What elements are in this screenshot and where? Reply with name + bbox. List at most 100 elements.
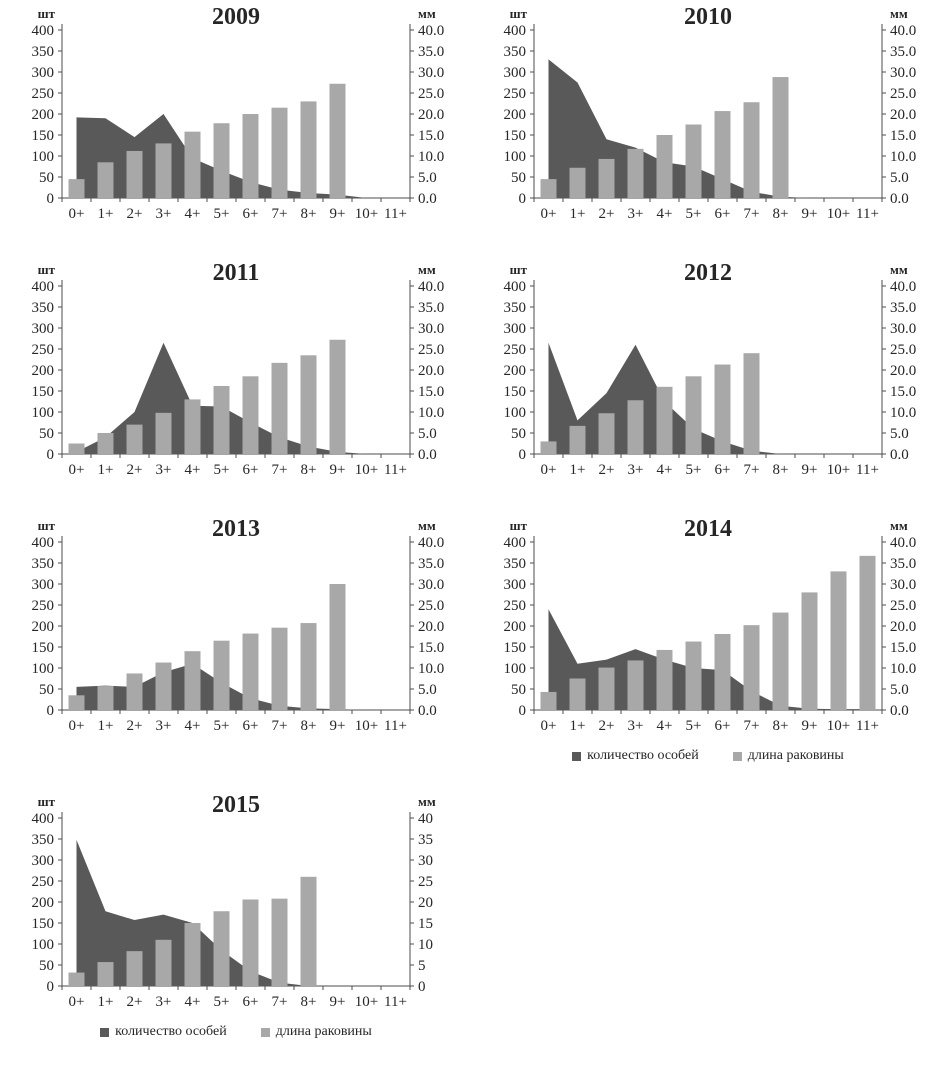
bar (97, 162, 114, 198)
chart-title: 2011 (213, 260, 260, 286)
right-axis-unit-label: мм (890, 262, 908, 277)
category-label: 8+ (773, 206, 789, 222)
left-tick-label: 350 (504, 44, 527, 60)
bar (184, 651, 201, 710)
bar (213, 385, 230, 454)
right-tick-label: 40 (418, 811, 433, 827)
left-tick-label: 300 (32, 853, 55, 869)
category-label: 3+ (628, 718, 644, 734)
left-axis-unit-label: шт (510, 262, 528, 277)
legend-item-length-series: длина раковины (732, 748, 844, 764)
bar (68, 695, 85, 710)
right-axis-unit-label: мм (418, 794, 436, 809)
right-axis: 40 35 30 25 20 15 10 5 0 (410, 811, 433, 995)
left-tick-label: 150 (504, 128, 527, 144)
bar (126, 673, 143, 710)
left-tick-label: 0 (47, 979, 55, 995)
bar-series-length (68, 339, 346, 454)
chart-2009-svg: 2009 шт мм 400 350 300 250 200 150 100 50 0 40.0 35.0… (32, 4, 445, 222)
left-tick-label: 0 (47, 191, 55, 207)
legend-swatch-icon (260, 1027, 270, 1037)
right-tick-label: 30.0 (890, 65, 916, 81)
right-axis: 40.0 35.0 30.0 25.0 20.0 15.0 10.0 5.0 0.0 (882, 23, 916, 207)
right-tick-label: 15.0 (418, 640, 444, 656)
bar-series-length (540, 77, 789, 198)
legend: количество особей длина раковины (472, 748, 944, 764)
legend-item-count-series: количество особей (100, 1024, 227, 1040)
legend-item-length-series: длина раковины (260, 1024, 372, 1040)
bar (772, 612, 789, 710)
area-series-count (548, 59, 868, 199)
bar (685, 641, 702, 710)
bar (184, 923, 201, 986)
left-tick-label: 100 (32, 937, 55, 953)
bar (97, 962, 114, 986)
bar (714, 364, 731, 454)
category-label: 6+ (243, 718, 259, 734)
bar (271, 107, 288, 198)
right-tick-label: 40.0 (890, 23, 916, 39)
right-tick-label: 10.0 (890, 661, 916, 677)
left-tick-label: 100 (32, 661, 55, 677)
category-label: 1+ (570, 462, 586, 478)
bar (242, 114, 259, 198)
category-label: 1+ (98, 206, 114, 222)
left-axis-unit-label: шт (510, 6, 528, 21)
bar (540, 179, 557, 198)
left-tick-label: 250 (32, 874, 55, 890)
bar (213, 123, 230, 198)
category-label: 9+ (802, 206, 818, 222)
x-axis: 0+ 1+ 2+ 3+ 4+ 5+ 6+ 7+ 8+ 9+ 10+ 11+ (533, 454, 883, 478)
category-label: 7+ (744, 206, 760, 222)
right-tick-label: 25.0 (418, 86, 444, 102)
category-label: 8+ (301, 994, 317, 1010)
bar (329, 339, 346, 454)
category-label: 11+ (856, 718, 879, 734)
left-axis: 400 350 300 250 200 150 100 50 0 (32, 279, 62, 463)
chart-title: 2015 (212, 792, 260, 818)
bar (329, 584, 346, 710)
right-tick-label: 30 (418, 853, 433, 869)
right-tick-label: 35.0 (890, 556, 916, 572)
chart-2014-svg: 2014 шт мм 400 350 300 250 200 150 100 50 0 40.0 35.0… (504, 516, 917, 734)
bar (300, 101, 317, 198)
bar (184, 131, 201, 198)
category-label: 6+ (243, 206, 259, 222)
right-axis-unit-label: мм (418, 262, 436, 277)
right-tick-label: 10.0 (418, 149, 444, 165)
right-tick-label: 5.0 (418, 426, 437, 442)
left-axis-unit-label: шт (510, 518, 528, 533)
left-tick-label: 50 (39, 682, 54, 698)
bar (656, 386, 673, 454)
left-tick-label: 150 (32, 128, 55, 144)
category-label: 1+ (98, 462, 114, 478)
bar (540, 441, 557, 454)
category-label: 6+ (243, 994, 259, 1010)
chart-panel-2015: 2015 шт мм 400 350 300 250 200 150 100 50 0 40 35 30 25… (0, 790, 472, 1040)
bar (830, 571, 847, 710)
category-label: 3+ (156, 462, 172, 478)
chart-title: 2012 (684, 260, 732, 286)
category-label: 9+ (330, 462, 346, 478)
right-axis-unit-label: мм (418, 518, 436, 533)
bar-series-length (68, 83, 346, 198)
left-tick-label: 400 (504, 279, 527, 295)
area-series-count (76, 114, 396, 198)
right-tick-label: 15.0 (418, 128, 444, 144)
bar (155, 412, 172, 454)
category-label: 0+ (541, 718, 557, 734)
category-label: 11+ (384, 462, 407, 478)
category-label: 5+ (686, 462, 702, 478)
category-label: 6+ (715, 462, 731, 478)
category-label: 8+ (301, 462, 317, 478)
left-tick-label: 400 (32, 23, 55, 39)
bar (627, 400, 644, 454)
right-tick-label: 40.0 (890, 279, 916, 295)
right-tick-label: 15.0 (890, 384, 916, 400)
left-tick-label: 150 (504, 640, 527, 656)
left-tick-label: 200 (32, 107, 55, 123)
left-axis: 400 350 300 250 200 150 100 50 0 (504, 535, 534, 719)
bar (271, 898, 288, 986)
legend: количество особей длина раковины (0, 1024, 472, 1040)
